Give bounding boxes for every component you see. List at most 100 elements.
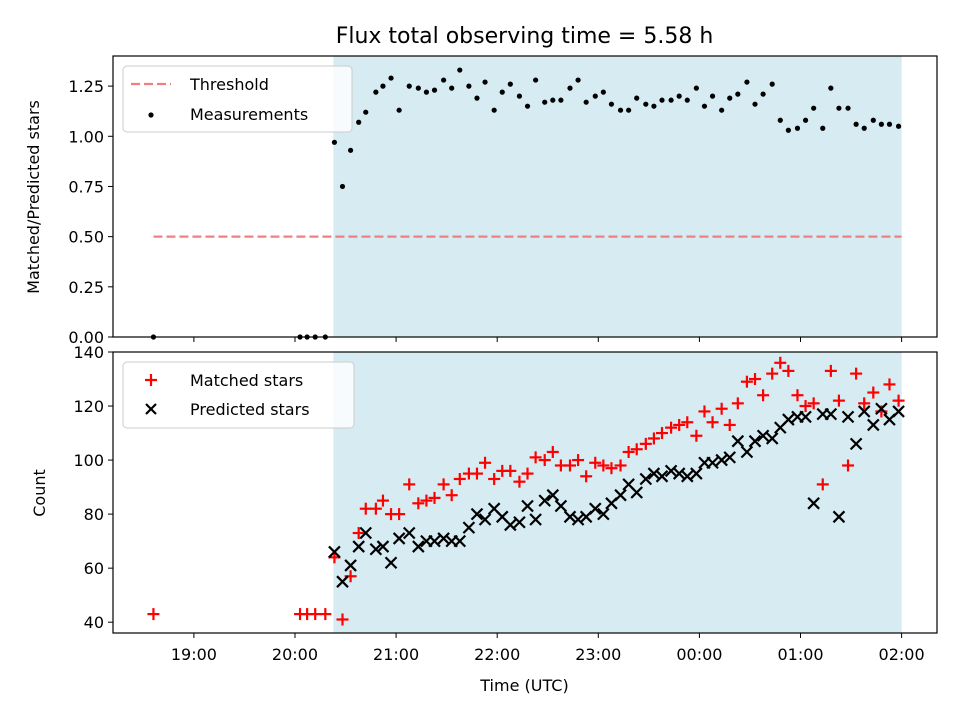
- measurement-point: [626, 107, 632, 113]
- predicted-star-point: [664, 464, 678, 478]
- measurement-point: [861, 125, 867, 131]
- legend-threshold-label: Threshold: [189, 75, 269, 94]
- measurement-point: [886, 121, 893, 127]
- matched-star-point: [605, 462, 618, 475]
- measurement-point: [719, 107, 725, 113]
- ratio-plot: 0.00 0.25 0.50 0.75 1.00 1.25 Matched/Predict…: [24, 55, 938, 347]
- measurement-point: [347, 147, 354, 153]
- predicted-star-point: [392, 532, 406, 545]
- measurement-point: [853, 121, 859, 127]
- matched-star-point: [470, 467, 483, 480]
- matched-star-point: [420, 494, 433, 507]
- measurement-point: [668, 97, 674, 103]
- matched-star-point: [563, 459, 576, 472]
- predicted-star-point: [782, 413, 795, 426]
- matched-star-point: [359, 502, 372, 515]
- predicted-star-point: [867, 418, 880, 432]
- matched-star-point: [521, 467, 534, 480]
- matched-star-point: [892, 394, 905, 407]
- matched-star-point: [715, 402, 728, 415]
- predicted-star-point: [597, 507, 610, 521]
- measurement-point: [777, 117, 783, 123]
- matched-star-point: [816, 478, 829, 491]
- predicted-star-point: [715, 453, 728, 467]
- predicted-star-point: [529, 513, 542, 526]
- measurement-point: [558, 97, 564, 103]
- x-tick-label: 22:00: [474, 645, 520, 664]
- predicted-star-point: [807, 497, 820, 510]
- matched-star-point: [740, 375, 753, 388]
- predicted-star-point: [462, 521, 476, 534]
- y-tick-label: 0.25: [68, 278, 104, 297]
- predicted-star-point: [453, 534, 467, 548]
- measurement-point: [836, 105, 842, 111]
- predicted-star-point: [892, 405, 905, 418]
- y-tick-label: 40: [84, 613, 104, 632]
- matched-star-point: [665, 421, 678, 434]
- predicted-star-point: [336, 575, 349, 588]
- ratio-y-axis: 0.00 0.25 0.50 0.75 1.00 1.25: [68, 77, 113, 347]
- matched-star-point: [731, 397, 744, 410]
- matched-star-point: [883, 378, 896, 391]
- predicted-star-point: [437, 532, 450, 545]
- y-tick-label: 0.00: [68, 328, 104, 347]
- predicted-star-point: [731, 434, 745, 448]
- measurement-point: [449, 85, 455, 91]
- measurement-point: [684, 97, 690, 103]
- measurement-point: [659, 97, 665, 103]
- legend-predicted-swatch: [145, 403, 157, 415]
- measurement-point: [466, 83, 472, 89]
- measurement-point: [388, 75, 394, 81]
- matched-star-point: [630, 443, 643, 456]
- measurement-point: [634, 95, 640, 101]
- measurement-point: [693, 85, 699, 91]
- matched-star-point: [589, 456, 602, 469]
- predicted-star-point: [352, 540, 365, 553]
- matched-star-point: [352, 527, 365, 540]
- matched-star-point: [319, 608, 332, 621]
- predicted-star-point: [857, 405, 871, 418]
- legend-predicted-label: Predicted stars: [190, 400, 310, 419]
- measurement-point: [474, 95, 480, 101]
- x-tick-label: 02:00: [879, 645, 925, 664]
- predicted-star-point: [832, 510, 846, 524]
- count-plot: 40 60 80 100 120 140 19:00 20:00 21:00 22:00 23:0…: [30, 343, 938, 695]
- time-x-axis: 19:00 20:00 21:00 22:00 23:00 00:00 01:00 02:00: [171, 633, 925, 664]
- measurement-point: [651, 103, 657, 109]
- measurement-point: [550, 97, 556, 103]
- predicted-star-point: [384, 556, 398, 570]
- matched-star-point: [673, 418, 686, 431]
- x-tick-label: 20:00: [272, 645, 318, 664]
- measurement-point: [533, 77, 539, 83]
- matched-star-point: [147, 608, 160, 621]
- matched-star-point: [867, 386, 880, 399]
- measurement-point: [643, 101, 649, 107]
- y-tick-label: 0.75: [68, 177, 104, 196]
- chart-title: Flux total observing time = 5.58 h: [336, 24, 714, 49]
- matched-star-point: [681, 416, 694, 429]
- measurement-point: [356, 119, 362, 125]
- x-tick-label: 00:00: [676, 645, 722, 664]
- predicted-star-point: [849, 437, 863, 451]
- measurement-point: [406, 83, 412, 89]
- y-tick-label: 80: [84, 505, 104, 524]
- measurement-point: [870, 117, 876, 123]
- ratio-plot-frame: [112, 55, 938, 338]
- predicted-star-point: [554, 499, 568, 513]
- matched-star-point: [842, 459, 855, 472]
- measurement-point: [567, 85, 573, 91]
- predicted-star-point: [756, 429, 770, 443]
- measurement-point: [769, 81, 775, 87]
- legend-matched-label: Matched stars: [190, 371, 303, 390]
- matched-star-point: [403, 478, 416, 491]
- predicted-star-point: [369, 542, 383, 556]
- measurement-point: [592, 93, 598, 99]
- y-tick-label: 60: [84, 559, 104, 578]
- matched-star-point: [799, 400, 812, 413]
- measurement-point: [415, 85, 421, 91]
- measurement-point: [845, 105, 851, 111]
- predicted-star-point: [538, 494, 551, 507]
- matched-star-point: [428, 491, 441, 504]
- matched-star-point: [690, 429, 703, 442]
- measurement-point: [802, 117, 809, 123]
